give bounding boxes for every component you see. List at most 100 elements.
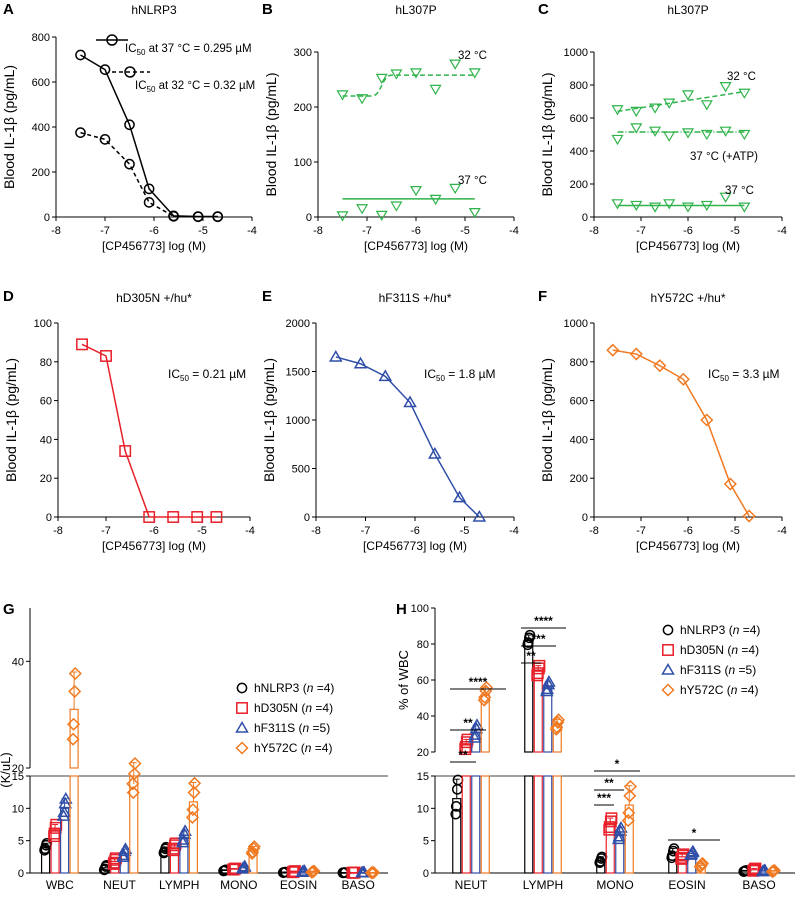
legend-n-value: 4	[748, 683, 755, 697]
category-label-G: NEUT	[103, 878, 136, 892]
y-tick-label-H: 100	[411, 603, 429, 615]
y-tick-label-E: 0	[304, 512, 310, 524]
data-point-H	[621, 814, 635, 828]
legend-eq: =	[737, 683, 747, 697]
data-point-H	[478, 690, 492, 704]
legend-marker-H	[661, 683, 675, 697]
y-tick-label-H: 0	[423, 868, 429, 880]
legend-paren: (	[721, 663, 728, 677]
data-point-G	[116, 848, 131, 861]
data-point-G	[126, 777, 140, 791]
data-point-C	[649, 202, 662, 213]
y-tick-label-E: 1500	[286, 367, 310, 379]
y-tick-label-H: 10	[417, 803, 429, 815]
x-tick-label-F: -7	[636, 525, 646, 537]
y-tick-label-E: 500	[292, 464, 310, 476]
bar-G	[69, 708, 79, 769]
legend-eq: =	[739, 623, 749, 637]
y-tick-label-C: 600	[570, 113, 588, 125]
y-tick-label-D: 40	[40, 434, 52, 446]
data-point-C	[663, 199, 676, 210]
x-tick-label-F: -4	[777, 525, 787, 537]
data-point-B	[468, 68, 481, 79]
data-point-E	[472, 510, 487, 522]
data-point-B	[449, 183, 462, 195]
data-point-H	[612, 829, 627, 842]
data-point-F	[742, 509, 756, 523]
y-tick-label-F: 600	[570, 396, 588, 408]
data-point-E	[427, 446, 442, 459]
significance-mark: *	[615, 757, 620, 771]
legend-n-value: 4	[322, 701, 329, 715]
x-tick-label-D: -8	[53, 525, 63, 537]
legend-n: n	[307, 681, 314, 695]
x-axis-label-F: [CP456773] log (M)	[636, 539, 740, 553]
bar-H	[543, 686, 553, 753]
data-point-D	[167, 511, 180, 523]
fit-line-C	[617, 90, 745, 113]
data-point-E	[353, 356, 368, 369]
data-point-C	[681, 90, 695, 101]
data-point-H	[623, 779, 638, 794]
legend-label-H: hNLRP3 (n =4)	[680, 623, 760, 637]
data-point-A	[212, 211, 224, 223]
ic50-annotation-D-ic: IC	[168, 367, 180, 381]
data-point-B	[409, 186, 423, 197]
x-axis-label-D: [CP456773] log (M)	[102, 539, 206, 553]
legend-eq: =	[312, 701, 322, 715]
x-tick-label-E: -8	[311, 525, 321, 537]
legend-name: hY572C	[254, 741, 298, 755]
x-tick-label-D: -5	[197, 525, 207, 537]
legend-label-32C-sub: 50	[147, 85, 156, 94]
legend-label-37C: IC50 at 37 °C = 0.295 µM	[125, 43, 252, 57]
data-point-A	[168, 210, 179, 222]
data-point-G	[127, 767, 141, 781]
data-point-C	[649, 103, 662, 114]
x-tick-label-B: -8	[313, 225, 323, 237]
bar-H	[480, 775, 490, 874]
legend-close: )	[330, 681, 334, 695]
panel-letter-C: C	[538, 1, 549, 18]
y-tick-label-H: 40	[417, 711, 429, 723]
data-point-G	[128, 756, 142, 771]
y-tick-label-F: 1000	[564, 318, 588, 330]
category-label-H: EOSIN	[668, 878, 705, 892]
bar-G	[50, 830, 60, 874]
legend-eq: =	[311, 741, 321, 755]
data-point-D	[100, 350, 112, 362]
legend-name: hNLRP3	[254, 681, 300, 695]
x-tick-label-A: -6	[149, 225, 159, 237]
y-tick-label-D: 60	[40, 396, 52, 408]
data-point-H	[468, 728, 483, 740]
x-tick-label-D: -6	[149, 525, 159, 537]
data-point-F	[676, 372, 690, 386]
data-point-E	[328, 349, 343, 362]
x-tick-label-D: -4	[245, 525, 255, 537]
y-tick-label-F: 400	[570, 434, 588, 446]
data-point-B	[375, 210, 388, 222]
data-point-C	[738, 88, 751, 99]
panel-letter-A: A	[3, 1, 14, 18]
data-point-H	[450, 808, 462, 820]
y-tick-label-G: 20	[12, 763, 24, 775]
data-point-H	[551, 715, 565, 729]
panel-title-B: hL307P	[395, 3, 436, 17]
legend-marker-32C	[124, 66, 136, 78]
y-tick-label-A: 800	[32, 32, 50, 44]
data-point-G	[67, 717, 81, 731]
legend-marker-H	[661, 663, 675, 675]
legend-n-value: 4	[324, 681, 331, 695]
data-point-E	[378, 369, 393, 382]
data-point-H	[450, 801, 462, 812]
data-point-G	[58, 792, 73, 804]
ic50-annotation-F: IC50 = 3.3 µM	[708, 367, 780, 383]
panel-letter-D: D	[3, 288, 14, 305]
data-point-H	[613, 824, 628, 836]
category-label-G: MONO	[220, 878, 257, 892]
data-point-G	[177, 827, 192, 840]
legend-n: n	[305, 701, 312, 715]
data-point-A	[124, 119, 135, 131]
panel-title-C: hL307P	[667, 3, 708, 17]
y-tick-label-F: 800	[570, 357, 588, 369]
category-label-H: BASO	[742, 878, 775, 892]
